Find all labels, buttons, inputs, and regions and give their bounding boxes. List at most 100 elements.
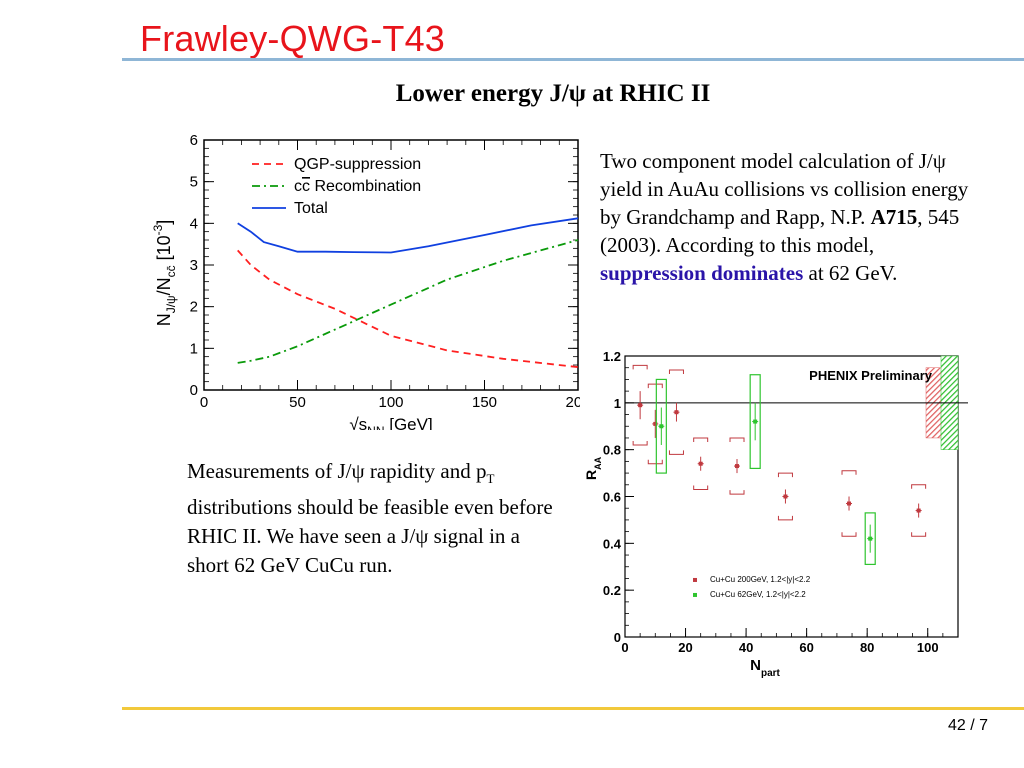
data-point-1: [749, 374, 761, 469]
sys-bracket-bottom: [632, 440, 648, 446]
phenix-raa-chart: 0 20 40 60 80 100 0 0.2 0.4 0.6 0.8 1 1.2 PHENIX Prel…: [583, 349, 968, 678]
sys-bracket-bottom: [911, 532, 927, 537]
x-axis-label-unit: [GeV]: [385, 415, 433, 430]
measurement-text-1: Measurements of J/ψ rapidity and p: [187, 459, 487, 483]
legend-label-rest: Recombination: [310, 178, 421, 195]
data-point-1: [655, 378, 667, 474]
x-axis-label: Npart: [750, 657, 780, 678]
sys-bracket-top: [632, 364, 648, 370]
legend-label-cbar: c: [302, 178, 310, 195]
data-point-0: [668, 369, 684, 455]
y-axis-label-main: R: [583, 470, 599, 480]
x-tick-label: 40: [739, 640, 753, 655]
x-axis-label-sub: NN: [367, 424, 384, 430]
marker: [698, 461, 703, 466]
marker: [847, 501, 852, 506]
sys-bracket-top: [693, 437, 709, 442]
y-tick-label: 2: [190, 299, 198, 316]
data-point-0: [911, 484, 927, 537]
data-point-0: [693, 437, 709, 490]
data-point-0: [841, 470, 857, 537]
x-tick-label: 50: [289, 394, 306, 411]
y-tick-label: 3: [190, 257, 198, 274]
legend-label-c: c: [294, 178, 302, 195]
series-line-2: [237, 217, 579, 254]
x-axis-label-main: √s: [349, 415, 367, 430]
y-tick-label: 5: [190, 174, 198, 191]
y-axis-label-sub: AA: [593, 456, 603, 469]
y-tick-label: 0.4: [603, 536, 622, 551]
sys-box: [655, 378, 667, 474]
x-tick-label: 20: [678, 640, 692, 655]
y-tick-label: 1: [614, 396, 621, 411]
y-axis-label-main: N: [154, 313, 174, 326]
sys-bracket-top: [911, 484, 927, 489]
x-tick-label: 80: [860, 640, 874, 655]
sys-bracket-bottom: [647, 459, 663, 465]
sys-bracket-top: [841, 470, 857, 475]
model-ref-volume: A715: [870, 205, 918, 229]
sys-bracket-bottom: [729, 490, 745, 495]
measurement-note: Measurements of J/ψ rapidity and pT dist…: [187, 457, 567, 580]
sys-bracket-top: [668, 369, 684, 375]
x-tick-label: 0: [621, 640, 628, 655]
sys-bracket-top: [647, 383, 663, 389]
sys-bracket-bottom: [668, 450, 684, 455]
y-tick-label: 6: [190, 132, 198, 149]
sys-box: [749, 374, 761, 469]
marker: [653, 421, 658, 426]
x-axis-label-sub: part: [761, 668, 781, 678]
footer-rule: [122, 707, 1024, 710]
series-line-0: [237, 249, 579, 368]
y-axis-label-close: ]: [154, 220, 174, 225]
series-line-1: [237, 239, 579, 364]
data-point-0: [777, 472, 793, 521]
y-axis-label-unit: [10: [154, 235, 174, 265]
model-text-1: Two component model calculation of J/ψ y…: [600, 149, 969, 229]
y-tick-label: 0.8: [603, 443, 621, 458]
x-tick-label: 60: [799, 640, 813, 655]
x-tick-label: 100: [378, 394, 403, 411]
chart-title: PHENIX Preliminary: [809, 368, 933, 383]
y-tick-label: 1.2: [603, 349, 621, 364]
model-text-2: , 545 (2003). According to this model,: [600, 205, 960, 257]
measurement-text-2: distributions should be feasible even be…: [187, 495, 553, 578]
marker: [753, 419, 758, 424]
title-rule: [122, 58, 1024, 61]
marker: [735, 464, 740, 469]
marker: [916, 508, 921, 513]
y-tick-label: 0.6: [603, 490, 621, 505]
model-text-3: at 62 GeV.: [803, 261, 898, 285]
y-axis-label: NJ/ψ/Ncc̄ [10-3]: [151, 220, 178, 327]
data-point-1: [864, 512, 876, 566]
model-highlight: suppression dominates: [600, 261, 804, 285]
legend-label: cc Recombination: [294, 178, 421, 195]
legend-marker: [693, 577, 697, 582]
sys-bracket-top: [777, 472, 793, 478]
sys-bracket-bottom: [777, 515, 793, 521]
data-point-0: [729, 437, 745, 495]
sys-bracket-bottom: [841, 532, 857, 537]
slide-title: Frawley-QWG-T43: [140, 18, 446, 59]
legend-label: Total: [294, 200, 328, 217]
legend-label: QGP-suppression: [294, 156, 421, 173]
y-tick-label: 0: [190, 382, 198, 399]
slide-heading: Lower energy J/ψ at RHIC II: [395, 80, 711, 107]
marker: [868, 536, 873, 541]
y-axis-label-sub2: cc̄: [164, 265, 178, 277]
y-axis-label-sub1: J/ψ: [164, 295, 178, 313]
y-axis-label-mid: /N: [154, 277, 174, 295]
model-description: Two component model calculation of J/ψ y…: [600, 147, 980, 287]
y-tick-label: 0.2: [603, 583, 621, 598]
measurement-sub: T: [486, 471, 495, 487]
x-tick-label: 0: [200, 394, 208, 411]
marker: [638, 403, 643, 408]
marker: [674, 410, 679, 415]
page-number: 42 / 7: [947, 717, 988, 734]
marker: [783, 494, 788, 499]
y-tick-label: 0: [614, 630, 621, 645]
legend-label: Cu+Cu 62GeV, 1.2<|y|<2.2: [710, 590, 806, 599]
x-tick-label: 100: [917, 640, 939, 655]
sys-bracket-top: [729, 437, 745, 442]
x-axis-label-main: N: [750, 657, 761, 674]
